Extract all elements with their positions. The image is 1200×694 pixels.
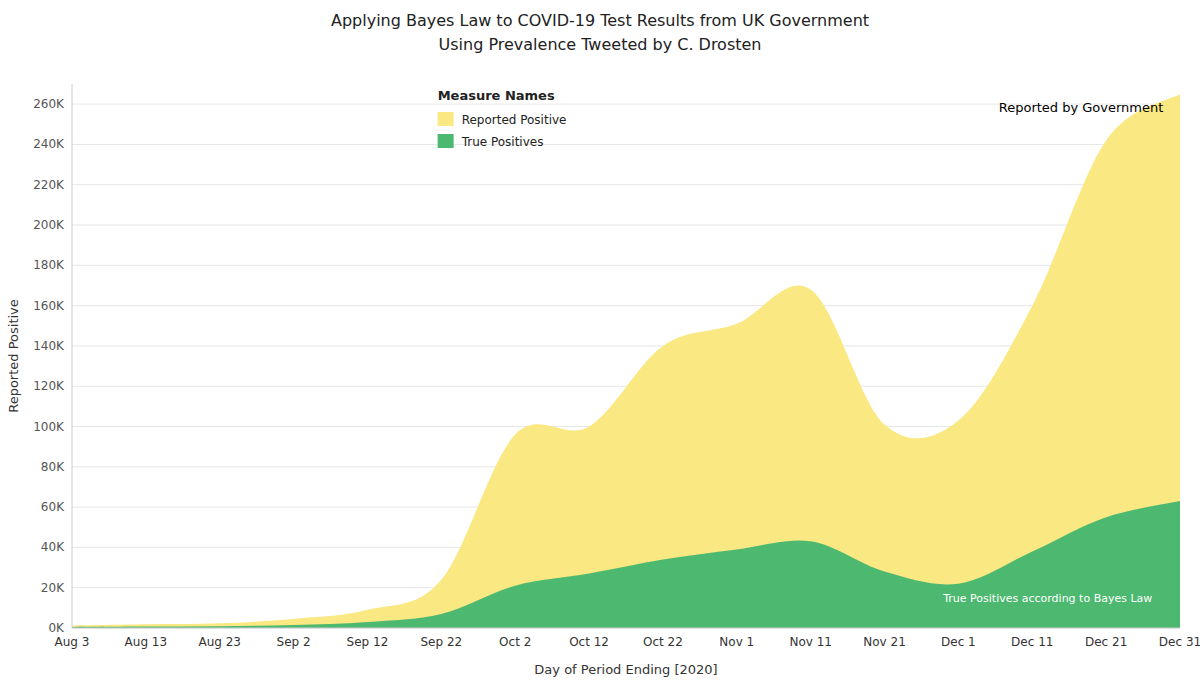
- x-axis-line: [72, 628, 1180, 629]
- areas: [72, 94, 1180, 628]
- y-tick-label: 200K: [33, 218, 65, 232]
- x-tick-label: Oct 22: [643, 635, 683, 649]
- x-tick-label: Sep 22: [420, 635, 462, 649]
- x-tick-label: Dec 11: [1011, 635, 1053, 649]
- title: Applying Bayes Law to COVID-19 Test Resu…: [331, 11, 869, 30]
- y-tick-label: 220K: [33, 178, 65, 192]
- annotation: Reported by Government: [999, 100, 1164, 115]
- area: [72, 501, 1180, 628]
- x-axis-label: Day of Period Ending [2020]: [534, 662, 717, 677]
- x-tick-label: Nov 11: [789, 635, 832, 649]
- y-tick-label: 0K: [48, 621, 65, 635]
- x-tick-label: Dec 31: [1159, 635, 1200, 649]
- y-axis-line: [72, 84, 73, 628]
- grid-line: [72, 628, 1180, 629]
- chart-container: Applying Bayes Law to COVID-19 Test Resu…: [0, 0, 1200, 694]
- x-tick-label: Aug 23: [198, 635, 241, 649]
- x-tick-label: Nov 1: [719, 635, 754, 649]
- y-tick-label: 140K: [33, 339, 65, 353]
- subtitle: Using Prevalence Tweeted by C. Drosten: [439, 35, 762, 54]
- y-axis-label: Reported Positive: [6, 299, 21, 413]
- legend-swatch: [438, 134, 454, 148]
- x-tick-label: Dec 21: [1085, 635, 1127, 649]
- x-tick-label: Oct 2: [499, 635, 531, 649]
- y-tick-label: 180K: [33, 258, 65, 272]
- legend-title: Measure Names: [438, 88, 555, 103]
- annotation: True Positives according to Bayes Law: [942, 592, 1152, 605]
- grid-line: [72, 184, 1180, 185]
- y-tick-label: 20K: [41, 581, 65, 595]
- legend-label: Reported Positive: [462, 113, 567, 127]
- y-tick-label: 40K: [41, 540, 65, 554]
- grid-line: [72, 305, 1180, 306]
- legend: Measure Names Reported Positive True Posit…: [438, 88, 567, 149]
- y-tick-label: 160K: [33, 299, 65, 313]
- x-tick-label: Aug 13: [125, 635, 168, 649]
- x-tick-label: Aug 3: [55, 635, 90, 649]
- x-tick-label: Sep 12: [347, 635, 389, 649]
- x-tick-label: Nov 21: [863, 635, 906, 649]
- y-tick-label: 60K: [41, 500, 65, 514]
- legend-label: True Positives: [461, 135, 544, 149]
- grid-line: [72, 144, 1180, 145]
- y-tick-label: 80K: [41, 460, 65, 474]
- y-tick-label: 260K: [33, 97, 65, 111]
- y-tick-label: 120K: [33, 379, 65, 393]
- grid-line: [72, 265, 1180, 266]
- x-tick-label: Sep 2: [277, 635, 311, 649]
- y-tick-label: 240K: [33, 137, 65, 151]
- x-tick-label: Dec 1: [941, 635, 976, 649]
- x-tick-label: Oct 12: [569, 635, 609, 649]
- area: [72, 94, 1180, 628]
- legend-swatch: [438, 112, 454, 126]
- chart: Applying Bayes Law to COVID-19 Test Resu…: [0, 0, 1200, 694]
- grid-line: [72, 225, 1180, 226]
- y-tick-label: 100K: [33, 420, 65, 434]
